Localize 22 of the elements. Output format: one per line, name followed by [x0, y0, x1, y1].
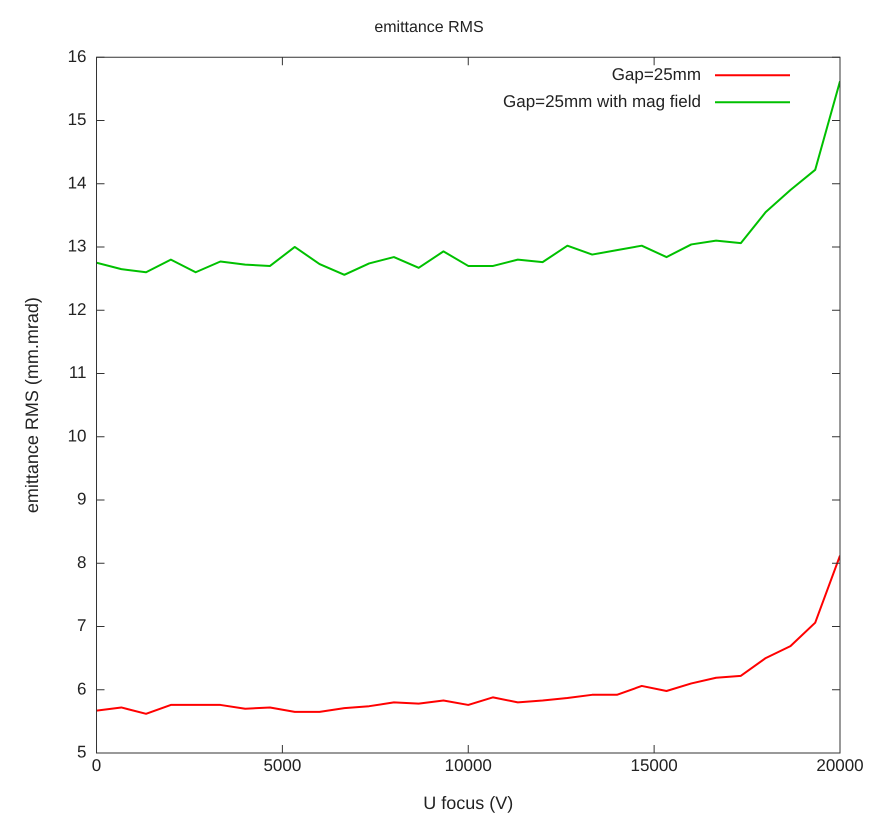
x-tick-label: 10000 — [444, 756, 492, 775]
y-tick-label: 5 — [77, 742, 87, 762]
y-tick-label: 9 — [77, 490, 87, 509]
y-tick-label: 8 — [77, 552, 87, 572]
y-tick-label: 13 — [68, 236, 87, 256]
y-tick-label: 14 — [68, 173, 87, 192]
y-tick-label: 16 — [68, 46, 87, 66]
x-tick-label: 0 — [92, 756, 102, 775]
legend-label: Gap=25mm — [612, 64, 701, 84]
y-tick-label: 10 — [68, 426, 87, 446]
x-axis-title: U focus (V) — [423, 793, 514, 814]
y-tick-label: 7 — [77, 616, 87, 636]
y-tick-label: 6 — [77, 679, 87, 698]
legend-label: Gap=25mm with mag field — [503, 92, 701, 111]
x-tick-label: 20000 — [816, 756, 864, 775]
y-tick-label: 12 — [68, 300, 87, 319]
chart-title: emittance RMS — [374, 19, 484, 36]
x-tick-label: 15000 — [630, 756, 678, 775]
y-tick-label: 15 — [68, 110, 87, 130]
x-tick-label: 5000 — [263, 756, 302, 775]
y-axis-title: emittance RMS (mm.mrad) — [22, 297, 42, 514]
y-tick-label: 11 — [68, 363, 87, 382]
